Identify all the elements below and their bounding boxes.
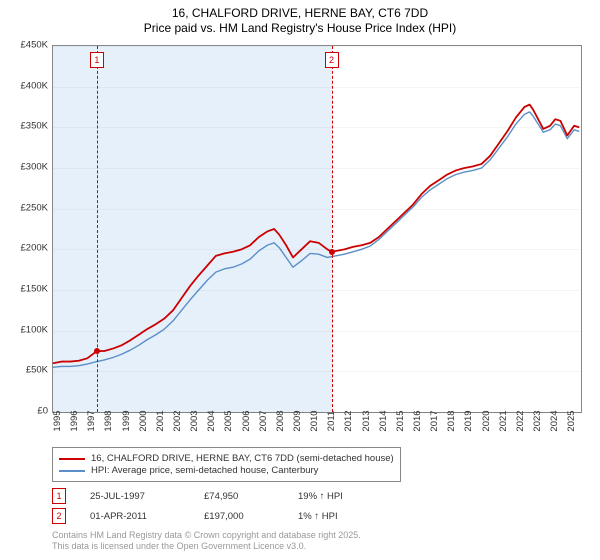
sale-date: 25-JUL-1997	[90, 491, 180, 502]
y-axis-label: £300K	[8, 162, 48, 173]
legend-swatch	[59, 470, 85, 472]
sale-date: 01-APR-2011	[90, 511, 180, 522]
y-gridline	[53, 290, 581, 291]
chart-area: 12 £0£50K£100K£150K£200K£250K£300K£350K£…	[10, 41, 590, 441]
legend-item: 16, CHALFORD DRIVE, HERNE BAY, CT6 7DD (…	[59, 453, 394, 464]
chart-titles: 16, CHALFORD DRIVE, HERNE BAY, CT6 7DD P…	[0, 0, 600, 35]
sale-vline	[97, 46, 98, 412]
sale-delta: 1% ↑ HPI	[298, 511, 338, 522]
credit-line-2: This data is licensed under the Open Gov…	[52, 541, 590, 552]
y-gridline	[53, 46, 581, 47]
plot-region: 12	[52, 45, 582, 413]
y-axis-label: £450K	[8, 40, 48, 51]
sales-list: 1 25-JUL-1997 £74,950 19% ↑ HPI 2 01-APR-2011…	[52, 488, 590, 524]
y-axis-label: £250K	[8, 202, 48, 213]
title-line-2: Price paid vs. HM Land Registry's House …	[0, 21, 600, 35]
legend-box: 16, CHALFORD DRIVE, HERNE BAY, CT6 7DD (…	[52, 447, 401, 482]
y-axis-label: £350K	[8, 121, 48, 132]
legend-swatch	[59, 458, 85, 460]
line-series-svg	[53, 46, 581, 412]
legend-label: HPI: Average price, semi-detached house,…	[91, 465, 318, 476]
y-gridline	[53, 331, 581, 332]
sale-point	[329, 249, 335, 255]
legend-item: HPI: Average price, semi-detached house,…	[59, 465, 394, 476]
sale-marker-label: 1	[90, 52, 104, 68]
credit-line-1: Contains HM Land Registry data © Crown c…	[52, 530, 590, 541]
credit-text: Contains HM Land Registry data © Crown c…	[52, 530, 590, 553]
sale-marker-label: 2	[325, 52, 339, 68]
legend-label: 16, CHALFORD DRIVE, HERNE BAY, CT6 7DD (…	[91, 453, 394, 464]
y-axis-label: £400K	[8, 80, 48, 91]
sale-row: 1 25-JUL-1997 £74,950 19% ↑ HPI	[52, 488, 590, 504]
sale-price: £197,000	[204, 511, 274, 522]
sale-badge: 2	[52, 508, 66, 524]
title-line-1: 16, CHALFORD DRIVE, HERNE BAY, CT6 7DD	[0, 6, 600, 20]
y-gridline	[53, 168, 581, 169]
sale-badge: 1	[52, 488, 66, 504]
series-line	[53, 112, 579, 367]
sale-price: £74,950	[204, 491, 274, 502]
sale-delta: 19% ↑ HPI	[298, 491, 343, 502]
y-axis-label: £100K	[8, 324, 48, 335]
y-axis-label: £50K	[8, 365, 48, 376]
y-gridline	[53, 127, 581, 128]
sale-point	[94, 348, 100, 354]
y-gridline	[53, 87, 581, 88]
sale-row: 2 01-APR-2011 £197,000 1% ↑ HPI	[52, 508, 590, 524]
y-gridline	[53, 371, 581, 372]
y-axis-label: £200K	[8, 243, 48, 254]
sale-vline	[332, 46, 333, 412]
y-gridline	[53, 249, 581, 250]
y-axis-label: £150K	[8, 284, 48, 295]
y-axis-label: £0	[8, 406, 48, 417]
y-gridline	[53, 209, 581, 210]
x-axis-label: 2025	[566, 410, 586, 431]
series-line	[53, 105, 579, 364]
